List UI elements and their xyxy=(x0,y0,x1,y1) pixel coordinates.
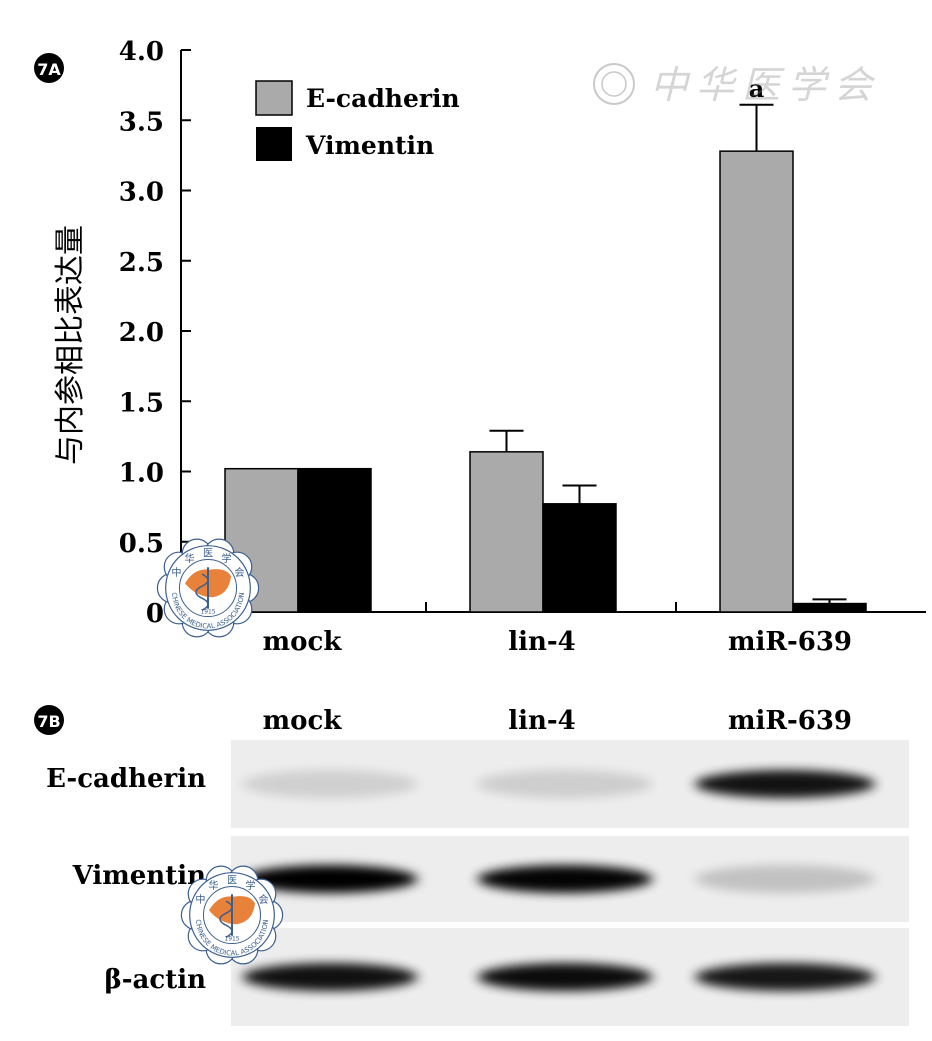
y-tick-label: 1.0 xyxy=(119,459,164,489)
blot-band xyxy=(695,963,875,991)
legend-label-e-cadherin: E-cadherin xyxy=(306,84,460,113)
cma-seal-icon: 中华医学会1915CHINESE MEDICAL ASSOCIATION xyxy=(156,538,260,638)
bar-e-cadherin-lin-4 xyxy=(469,451,544,613)
panel-a-label: 7A xyxy=(37,60,61,79)
y-tick-label: 4.0 xyxy=(119,37,164,67)
y-tick-label: 3.0 xyxy=(119,178,164,208)
blot-row-label: β-actin xyxy=(104,965,206,995)
bar-e-cadherin-mir-639 xyxy=(719,150,794,613)
watermark-text: 中华医学会 xyxy=(650,63,880,107)
y-tick-label: 2.0 xyxy=(119,318,164,348)
seal-year: 1915 xyxy=(200,608,215,615)
blot-band xyxy=(242,865,418,893)
bar-chart: 0 0.5 1.0 1.5 2.0 2.5 3.0 3.5 4.0 mock lin-4 miR-63… xyxy=(119,37,926,657)
seal-inner-ring xyxy=(202,885,262,945)
seal-char: 医 xyxy=(227,875,237,887)
y-tick-label: 1.5 xyxy=(119,388,164,418)
blot-band xyxy=(477,865,653,893)
x-tick-label: lin-4 xyxy=(508,627,576,657)
bar-vimentin-mock xyxy=(297,467,372,613)
seal-year: 1915 xyxy=(224,935,239,942)
seal-snake xyxy=(219,900,233,938)
blot-band xyxy=(242,770,418,798)
seal-snake xyxy=(195,573,209,611)
seal-char: 会 xyxy=(258,893,268,906)
seal-char: 医 xyxy=(203,548,213,560)
y-axis-label: 与内参相比表达量 xyxy=(53,225,88,465)
watermark-seal-icon xyxy=(593,63,635,105)
blot-row-label: Vimentin xyxy=(72,861,206,891)
panel-b-label: 7B xyxy=(37,712,60,731)
x-tick-label: miR-639 xyxy=(728,627,852,657)
seal-char: 学 xyxy=(245,879,255,892)
y-tick-label: 3.5 xyxy=(119,107,164,137)
seal-char: 会 xyxy=(234,566,244,579)
blot-band xyxy=(242,963,418,991)
seal-char: 华 xyxy=(184,552,194,565)
legend-label-vimentin: Vimentin xyxy=(305,131,434,160)
significance-annotation: a xyxy=(749,74,765,103)
blot-row-label: E-cadherin xyxy=(46,764,206,794)
bar-vimentin-lin-4 xyxy=(542,503,617,613)
blot-lane-label: miR-639 xyxy=(728,706,852,736)
y-tick-label: 0.5 xyxy=(119,529,164,559)
blot-lane-label: mock xyxy=(263,706,343,736)
seal-char: 华 xyxy=(208,879,218,892)
bar-vimentin-mir-639 xyxy=(792,602,867,613)
panel-a-badge: 7A xyxy=(34,53,64,83)
panel-b-badge: 7B xyxy=(34,705,64,735)
legend-swatch-e-cadherin xyxy=(255,80,293,116)
y-tick-label: 0 xyxy=(146,599,164,629)
seal-char: 学 xyxy=(221,552,231,565)
seal-char: 中 xyxy=(195,893,205,906)
blot-band xyxy=(695,865,875,893)
legend: E-cadherin Vimentin xyxy=(255,80,460,161)
cma-seal-icon: 中华医学会1915CHINESE MEDICAL ASSOCIATION xyxy=(180,865,284,965)
y-tick-label: 2.5 xyxy=(119,248,164,278)
seal-char: 中 xyxy=(171,566,181,579)
blot-band xyxy=(477,963,653,991)
blot-band xyxy=(695,770,875,798)
blot-band xyxy=(477,770,653,798)
watermark-top: 中华医学会 xyxy=(593,63,880,107)
legend-swatch-vimentin xyxy=(256,127,292,161)
seal-inner-ring xyxy=(178,558,238,618)
x-tick-label: mock xyxy=(263,627,343,657)
blot-lane-label: lin-4 xyxy=(508,706,576,736)
western-blot: mock lin-4 miR-639 E-cadherin Vimentin β-acti… xyxy=(46,706,909,1026)
